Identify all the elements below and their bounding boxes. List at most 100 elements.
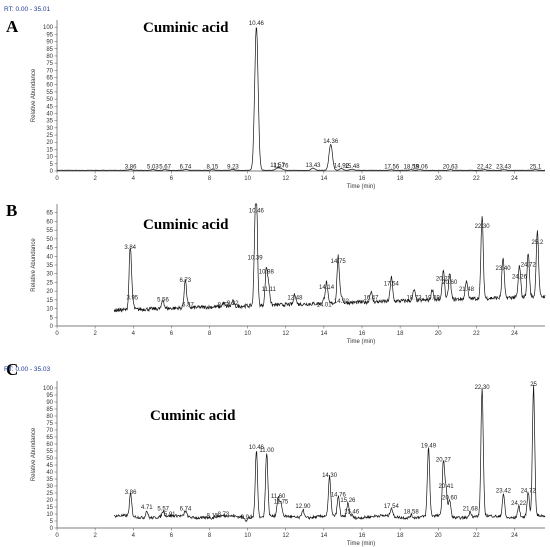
peak-label: 9.23 [227, 164, 239, 170]
peak-label: 20.41 [439, 484, 455, 490]
x-tick-label: 4 [132, 533, 136, 539]
y-tick-label: 35 [46, 477, 53, 483]
chart-title: Cuminic acid [150, 408, 236, 424]
y-tick-label: 65 [46, 211, 53, 217]
panel-b: B Cuminic acid 0 5 10 15 20 25 30 35 40 45 50 55 60 65 0… [6, 201, 546, 345]
y-tick-label: 15 [46, 298, 53, 304]
peak-label: 13.43 [306, 163, 322, 169]
x-tick-label: 20 [435, 331, 442, 337]
peak-label: 16.47 [363, 296, 379, 302]
peak-label: 5.57 [157, 507, 169, 513]
panel-letter: B [6, 201, 17, 220]
peak-label: 4.71 [141, 505, 153, 511]
x-tick-label: 16 [359, 331, 366, 337]
y-tick-label: 40 [46, 254, 53, 260]
peak-label: 10.46 [249, 208, 265, 214]
y-tick-label: 65 [46, 76, 53, 82]
peak-label: 3.86 [125, 490, 137, 496]
peak-label: 20.63 [443, 164, 459, 170]
peak-label: 10.46 [249, 21, 265, 27]
x-tick-label: 12 [282, 331, 289, 337]
y-tick-label: 55 [46, 449, 53, 455]
rt-range: RT: 0.00 - 35.01 [4, 6, 51, 13]
y-tick-label: 10 [46, 155, 53, 161]
y-tick-label: 30 [46, 126, 53, 132]
peak-label: 10.98 [259, 269, 275, 275]
x-tick-label: 12 [282, 176, 289, 182]
peak-label: 17.56 [384, 164, 400, 170]
y-tick-label: 15 [46, 505, 53, 511]
peak-label: 21.48 [459, 287, 475, 293]
y-tick-label: 90 [46, 40, 53, 46]
y-tick-label: 95 [46, 32, 53, 38]
peak-label: 20.60 [442, 280, 458, 286]
x-tick-label: 22 [473, 331, 480, 337]
x-tick-label: 2 [93, 331, 97, 337]
peak-label: 9.22 [227, 301, 239, 307]
peak-label: 22.30 [475, 224, 491, 230]
peak-label: 24.26 [512, 275, 528, 281]
y-tick-label: 50 [46, 237, 53, 243]
x-tick-label: 10 [244, 331, 251, 337]
y-tick-label: 55 [46, 228, 53, 234]
y-tick-label: 100 [43, 25, 54, 31]
peak-label: 18.58 [404, 164, 420, 170]
peak-label: 11.76 [274, 163, 289, 169]
y-tick-label: 10 [46, 512, 53, 518]
peak-label: 24.72 [521, 488, 537, 494]
peak-label: 12.90 [295, 504, 311, 510]
x-tick-label: 6 [170, 176, 174, 182]
y-tick-label: 15 [46, 147, 53, 153]
y-tick-label: 30 [46, 484, 53, 490]
y-tick-label: 50 [46, 456, 53, 462]
chromatogram-trace [114, 384, 546, 522]
y-tick-label: 45 [46, 246, 53, 252]
x-tick-label: 10 [244, 176, 251, 182]
peak-label: 6.74 [180, 164, 192, 170]
y-tick-label: 0 [50, 169, 54, 175]
peak-label: 5.91 [164, 512, 176, 518]
peak-label: 14.92 [334, 299, 350, 305]
y-tick-label: 0 [50, 324, 54, 330]
peak-label: 23.43 [496, 164, 512, 170]
y-tick-label: 25 [46, 280, 53, 286]
rt-range: RT: 0.00 - 35.03 [4, 366, 51, 373]
x-tick-label: 0 [55, 176, 59, 182]
y-tick-label: 20 [46, 140, 53, 146]
y-tick-label: 70 [46, 68, 53, 74]
y-tick-label: 95 [46, 393, 53, 399]
x-tick-label: 6 [170, 533, 174, 539]
x-tick-label: 18 [397, 331, 404, 337]
y-tick-label: 0 [50, 526, 54, 532]
x-tick-label: 14 [321, 331, 328, 337]
peak-label: 14.92 [334, 163, 350, 169]
chromatogram-trace [113, 203, 546, 313]
peak-label: 21.68 [463, 507, 479, 513]
x-tick-label: 18 [397, 533, 404, 539]
y-tick-label: 35 [46, 119, 53, 125]
peak-label: 24.72 [521, 262, 537, 268]
x-tick-label: 4 [132, 331, 136, 337]
y-tick-label: 90 [46, 400, 53, 406]
peak-label: 25.2 [532, 240, 544, 246]
x-tick-label: 22 [473, 533, 480, 539]
y-tick-label: 75 [46, 421, 53, 427]
panel-letter: A [6, 17, 19, 36]
y-tick-label: 75 [46, 61, 53, 67]
peak-label: 6.87 [182, 303, 194, 309]
peak-label: 8.15 [207, 164, 219, 170]
x-tick-label: 16 [359, 533, 366, 539]
y-tick-label: 40 [46, 111, 53, 117]
peak-label: 25 [530, 382, 537, 388]
y-axis-title: Relative Abundance [31, 238, 37, 292]
peak-label: 11.11 [262, 287, 277, 293]
peak-label: 3.84 [124, 245, 136, 251]
peak-label: 6.74 [180, 507, 192, 513]
x-tick-label: 12 [282, 533, 289, 539]
peak-label: 5.56 [157, 297, 169, 303]
peak-label: 22.42 [477, 164, 493, 170]
peak-label: 18.58 [404, 509, 420, 515]
y-axis-title: Relative Abundance [31, 68, 37, 122]
